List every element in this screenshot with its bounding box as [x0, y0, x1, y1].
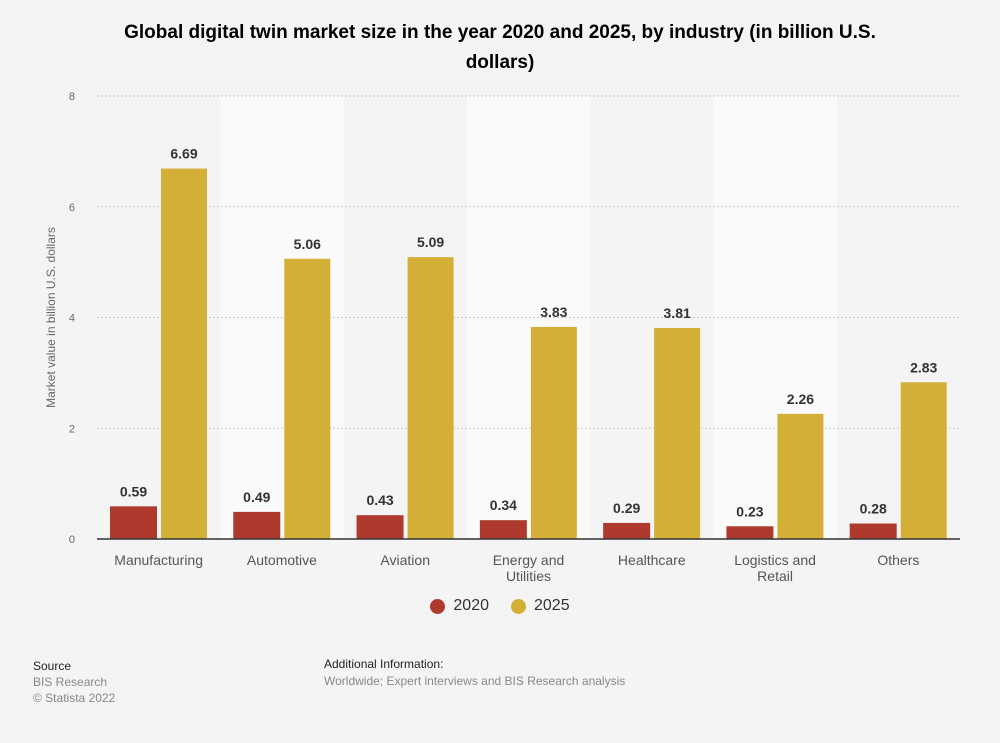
data-label: 0.43	[366, 492, 393, 508]
bar-2020	[233, 511, 281, 539]
bar-2025	[407, 257, 454, 539]
bar-2020	[849, 523, 897, 539]
data-label: 0.34	[490, 497, 517, 513]
bar-2025	[777, 413, 824, 539]
data-label: 2.26	[787, 391, 814, 407]
data-label: 0.49	[243, 489, 270, 505]
x-tick-label: Energy and	[493, 552, 565, 568]
data-label: 5.09	[417, 234, 444, 250]
data-label: 0.28	[860, 500, 887, 516]
x-tick-label: Automotive	[247, 552, 317, 568]
y-tick-label: 4	[69, 313, 75, 325]
y-tick-label: 2	[69, 423, 75, 435]
x-tick-label: Aviation	[380, 552, 430, 568]
x-tick-label: Retail	[757, 568, 793, 584]
data-label: 0.29	[613, 500, 640, 516]
bar-2025	[161, 168, 207, 539]
chart-title: Global digital twin market size in the y…	[124, 22, 876, 73]
bar-2025	[900, 382, 947, 539]
x-tick-label: Others	[877, 552, 919, 568]
copyright: © Statista 2022	[33, 691, 116, 705]
source-label: Source	[33, 659, 72, 673]
bar-2025	[284, 258, 331, 539]
additional-info: Additional Information: Worldwide; Exper…	[324, 656, 625, 690]
y-tick-label: 6	[69, 202, 75, 214]
legend: 2020 2025	[0, 597, 1000, 615]
additional-info-label: Additional Information:	[324, 657, 444, 671]
bar-2020	[726, 526, 774, 539]
legend-item-2025[interactable]: 2025	[511, 597, 570, 615]
data-label: 0.23	[736, 503, 763, 519]
data-label: 6.69	[170, 146, 197, 162]
y-tick-label: 0	[69, 534, 75, 546]
x-tick-label: Utilities	[506, 568, 551, 584]
bar-2025	[530, 326, 577, 539]
legend-label-2020: 2020	[453, 597, 489, 614]
x-tick-label: Healthcare	[618, 552, 686, 568]
x-tick-label: Manufacturing	[114, 552, 203, 568]
y-tick-label: 8	[69, 91, 75, 103]
bar-2025	[654, 328, 701, 539]
legend-item-2020[interactable]: 2020	[430, 597, 489, 615]
legend-swatch-2025	[511, 598, 526, 614]
bar-2020	[479, 520, 527, 539]
additional-info-text: Worldwide; Expert interviews and BIS Res…	[324, 674, 626, 688]
data-label: 5.06	[294, 236, 321, 252]
data-label: 0.59	[120, 483, 147, 499]
source-link[interactable]: BIS Research	[33, 675, 108, 689]
bar-2020	[356, 515, 404, 539]
bar-2020	[603, 522, 651, 539]
bar-2020	[110, 506, 157, 539]
data-label: 3.81	[664, 305, 691, 321]
y-axis-label: Market value in billion U.S. dollars	[44, 227, 58, 408]
source-block: Source BIS Research © Statista 2022	[33, 658, 115, 706]
x-tick-label: Logistics and	[734, 552, 816, 568]
data-label: 2.83	[910, 359, 937, 375]
legend-label-2025: 2025	[534, 597, 570, 614]
data-label: 3.83	[540, 304, 567, 320]
legend-swatch-2020	[430, 598, 446, 614]
